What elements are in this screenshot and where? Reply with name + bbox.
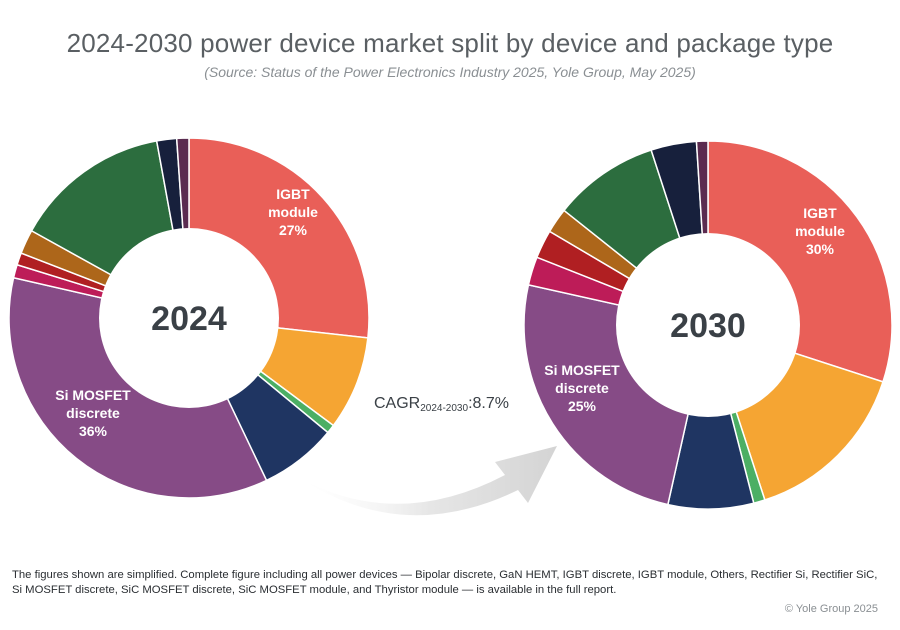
- donut-hole-2030: [616, 233, 800, 417]
- chart-title: 2024-2030 power device market split by d…: [66, 28, 834, 58]
- cagr-label: CAGR2024-2030:8.7%: [374, 395, 509, 414]
- slice-label-2024-igbt-module: IGBT module 27%: [268, 186, 318, 238]
- slice-label-2030-igbt-module: IGBT module 30%: [795, 205, 845, 257]
- slice-label-2030-si-mosfet-discrete: Si MOSFET discrete 25%: [544, 362, 620, 414]
- footnote: The figures shown are simplified. Comple…: [12, 569, 878, 596]
- copyright: © Yole Group 2025: [784, 603, 878, 615]
- donut-2024: 2024 IGBT module 27% Si MOSFET discrete 36%: [8, 137, 370, 499]
- growth-arrow: [303, 446, 557, 516]
- slice-label-2024-si-mosfet-discrete: Si MOSFET discrete 36%: [55, 387, 131, 439]
- chart-subtitle: (Source: Status of the Power Electronics…: [204, 64, 696, 80]
- year-label-2024: 2024: [151, 300, 227, 338]
- donut-2030: 2030 IGBT module 30% Si MOSFET discrete 25%: [523, 140, 893, 510]
- donut-hole-2024: [99, 228, 279, 408]
- year-label-2030: 2030: [670, 307, 746, 345]
